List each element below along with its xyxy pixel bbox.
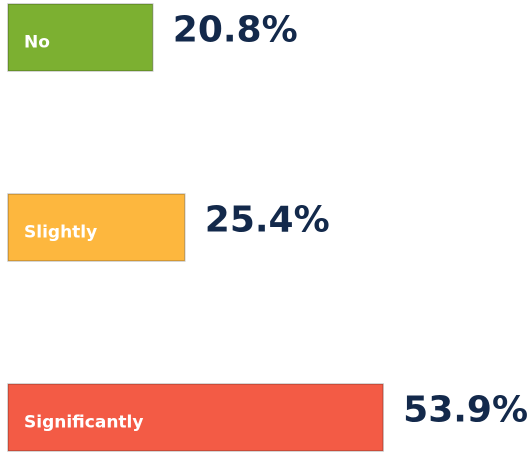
category-label: Slightly [24,223,97,243]
bar [7,193,186,262]
category-label: No [24,33,50,53]
value-label: 53.9% [403,390,528,431]
value-label: 25.4% [205,200,330,241]
value-label: 20.8% [173,10,298,51]
bar [7,3,154,72]
bar [7,383,384,452]
category-label: Significantly [24,413,143,433]
